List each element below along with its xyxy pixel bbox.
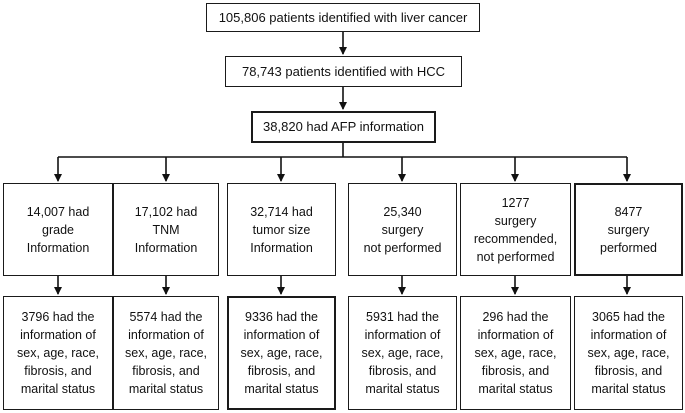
branch-4-line2: surgery [381,222,424,237]
result-6-line3: sex, age, race, [587,346,670,360]
result-5-line5: marital status [478,382,553,396]
result-1-line1: 3796 had the [21,310,95,324]
result-5-line4: fibrosis, and [481,364,550,378]
branch-box-surgery-performed: 8477 surgery performed [574,183,683,276]
branch-2-line1: 17,102 had [134,204,198,219]
result-box-grade: 3796 had the information of sex, age, ra… [3,296,113,410]
result-1-line3: sex, age, race, [17,346,99,360]
branch-1-line2: grade [42,222,74,237]
branch-1-line1: 14,007 had [26,204,90,219]
branch-4-line1: 25,340 [383,204,422,219]
result-2-line5: marital status [128,382,204,396]
result-2-line3: sex, age, race, [125,346,207,360]
result-4-line2: information of [364,328,441,342]
branch-6-line1: 8477 [614,204,643,219]
step3-box: 38,820 had AFP information [251,111,436,143]
result-3-line2: information of [243,328,320,342]
result-3-line1: 9336 had the [245,310,318,324]
result-box-surgery-not-performed: 5931 had the information of sex, age, ra… [348,296,457,410]
branch-box-surgery-recommended: 1277 surgery recommended, not performed [460,183,571,276]
branch-2-line3: Information [134,240,198,255]
branch-5-line1: 1277 [501,195,530,210]
branch-6-line3: performed [600,240,657,255]
branch-3-line1: 32,714 had [250,204,313,219]
result-2-line4: fibrosis, and [132,364,200,378]
result-box-surgery-recommended: 296 had the information of sex, age, rac… [460,296,571,410]
result-1-line4: fibrosis, and [24,364,92,378]
result-6-line2: information of [590,328,667,342]
result-box-surgery-performed: 3065 had the information of sex, age, ra… [574,296,683,410]
step2-box: 78,743 patients identified with HCC [225,56,462,87]
branch-3-line2: tumor size [252,222,311,237]
branch-6-line2: surgery [607,222,650,237]
result-1-line5: marital status [20,382,96,396]
branch-4-line3: not performed [363,240,442,255]
branch-5-line2: surgery [494,213,537,228]
branch-5-line3: recommended, [473,231,558,246]
result-4-line3: sex, age, race, [361,346,444,360]
result-6-line1: 3065 had the [592,310,665,324]
branch-5-line4: not performed [476,249,555,264]
result-3-line4: fibrosis, and [247,364,316,378]
result-2-line1: 5574 had the [129,310,203,324]
result-4-line1: 5931 had the [366,310,439,324]
step1-text: 105,806 patients identified with liver c… [218,9,468,25]
step1-box: 105,806 patients identified with liver c… [206,3,480,32]
result-1-line2: information of [20,328,96,342]
result-box-tumor-size: 9336 had the information of sex, age, ra… [227,296,336,410]
result-6-line4: fibrosis, and [594,364,663,378]
result-3-line5: marital status [244,382,319,396]
result-6-line5: marital status [591,382,666,396]
branch-box-grade: 14,007 had grade Information [3,183,113,276]
result-3-line3: sex, age, race, [240,346,323,360]
result-5-line3: sex, age, race, [474,346,557,360]
branch-box-tnm: 17,102 had TNM Information [113,183,219,276]
branch-box-surgery-not-performed: 25,340 surgery not performed [348,183,457,276]
step2-text: 78,743 patients identified with HCC [241,63,446,79]
branch-1-line3: Information [26,240,90,255]
result-2-line2: information of [128,328,204,342]
branch-2-line2: TNM [152,222,180,237]
result-box-tnm: 5574 had the information of sex, age, ra… [113,296,219,410]
result-5-line1: 296 had the [482,310,549,324]
result-4-line5: marital status [365,382,440,396]
result-4-line4: fibrosis, and [368,364,437,378]
result-5-line2: information of [477,328,554,342]
branch-3-line3: Information [250,240,313,255]
step3-text: 38,820 had AFP information [263,119,424,134]
branch-box-tumor-size: 32,714 had tumor size Information [227,183,336,276]
